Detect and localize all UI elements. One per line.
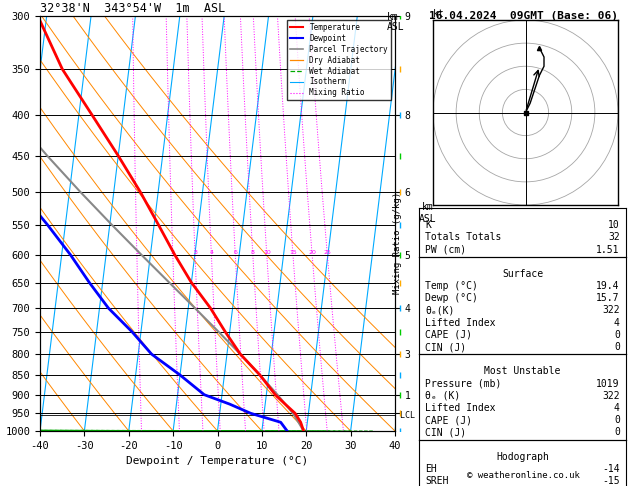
Text: 1019: 1019 (596, 379, 620, 389)
Text: CIN (J): CIN (J) (425, 427, 466, 437)
Text: Lifted Index: Lifted Index (425, 318, 496, 328)
Text: 8: 8 (251, 250, 255, 255)
Text: 10: 10 (608, 220, 620, 230)
Text: 3: 3 (193, 250, 197, 255)
Text: PW (cm): PW (cm) (425, 244, 466, 255)
Text: CAPE (J): CAPE (J) (425, 415, 472, 425)
X-axis label: Dewpoint / Temperature (°C): Dewpoint / Temperature (°C) (126, 456, 309, 466)
Text: kt: kt (433, 9, 445, 19)
Text: K: K (425, 220, 431, 230)
Text: EH: EH (425, 464, 437, 474)
Text: Lifted Index: Lifted Index (425, 403, 496, 413)
Text: Totals Totals: Totals Totals (425, 232, 501, 243)
Text: 0: 0 (614, 427, 620, 437)
Text: 0: 0 (614, 415, 620, 425)
Text: -15: -15 (602, 476, 620, 486)
Text: SREH: SREH (425, 476, 448, 486)
Text: 4: 4 (209, 250, 213, 255)
Text: 1.51: 1.51 (596, 244, 620, 255)
Text: Pressure (mb): Pressure (mb) (425, 379, 501, 389)
Text: 6: 6 (233, 250, 237, 255)
Text: Dewp (°C): Dewp (°C) (425, 294, 478, 303)
Text: 32°38'N  343°54'W  1m  ASL: 32°38'N 343°54'W 1m ASL (40, 2, 225, 15)
Text: 15.7: 15.7 (596, 294, 620, 303)
Text: CAPE (J): CAPE (J) (425, 330, 472, 340)
Text: 16.04.2024  09GMT (Base: 06): 16.04.2024 09GMT (Base: 06) (429, 11, 618, 21)
Text: 0: 0 (614, 342, 620, 352)
Text: θₑ (K): θₑ (K) (425, 391, 460, 401)
Text: -14: -14 (602, 464, 620, 474)
Text: Temp (°C): Temp (°C) (425, 281, 478, 291)
Text: 322: 322 (602, 391, 620, 401)
Text: θₑ(K): θₑ(K) (425, 306, 455, 315)
Text: 4: 4 (614, 318, 620, 328)
Y-axis label: km
ASL: km ASL (418, 202, 436, 224)
Legend: Temperature, Dewpoint, Parcel Trajectory, Dry Adiabat, Wet Adiabat, Isotherm, Mi: Temperature, Dewpoint, Parcel Trajectory… (287, 20, 391, 101)
Text: 15: 15 (289, 250, 297, 255)
Text: 4: 4 (614, 403, 620, 413)
Text: 2: 2 (171, 250, 175, 255)
Text: Mixing Ratio (g/kg): Mixing Ratio (g/kg) (393, 192, 402, 294)
Text: Most Unstable: Most Unstable (484, 366, 560, 377)
Text: © weatheronline.co.uk: © weatheronline.co.uk (467, 471, 580, 480)
Text: Hodograph: Hodograph (496, 451, 549, 462)
Text: LCL: LCL (395, 411, 415, 419)
Text: 19.4: 19.4 (596, 281, 620, 291)
Text: 10: 10 (263, 250, 270, 255)
Text: CIN (J): CIN (J) (425, 342, 466, 352)
Text: 25: 25 (323, 250, 331, 255)
Text: Surface: Surface (502, 269, 543, 279)
Text: 322: 322 (602, 306, 620, 315)
Text: km
ASL: km ASL (387, 12, 404, 32)
Text: 32: 32 (608, 232, 620, 243)
Text: 0: 0 (614, 330, 620, 340)
Text: 20: 20 (308, 250, 316, 255)
Text: 1: 1 (135, 250, 139, 255)
